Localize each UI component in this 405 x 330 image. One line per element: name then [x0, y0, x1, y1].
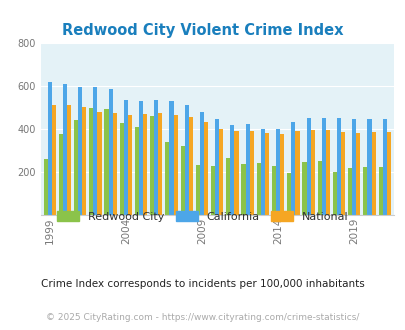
Bar: [184, 105, 188, 214]
Bar: [124, 100, 128, 214]
Bar: [47, 82, 52, 214]
Bar: [275, 129, 279, 214]
Bar: [195, 165, 199, 215]
Bar: [317, 161, 321, 214]
Bar: [351, 119, 356, 214]
Bar: [362, 167, 367, 214]
Bar: [93, 87, 97, 214]
Bar: [325, 130, 329, 214]
Bar: [290, 122, 295, 214]
Bar: [139, 101, 143, 214]
Bar: [382, 119, 386, 214]
Bar: [78, 87, 82, 214]
Bar: [271, 166, 275, 214]
Bar: [211, 166, 215, 214]
Bar: [97, 112, 101, 214]
Bar: [188, 117, 192, 214]
Bar: [279, 134, 284, 214]
Text: Redwood City Violent Crime Index: Redwood City Violent Crime Index: [62, 23, 343, 38]
Bar: [59, 134, 63, 214]
Bar: [113, 113, 117, 214]
Bar: [158, 113, 162, 214]
Text: Crime Index corresponds to incidents per 100,000 inhabitants: Crime Index corresponds to incidents per…: [41, 279, 364, 289]
Bar: [169, 101, 173, 214]
Bar: [128, 115, 132, 214]
Bar: [249, 131, 253, 214]
Bar: [371, 132, 375, 214]
Bar: [260, 129, 264, 214]
Bar: [150, 116, 154, 214]
Bar: [386, 132, 390, 214]
Bar: [256, 163, 260, 215]
Bar: [199, 112, 204, 214]
Bar: [219, 129, 223, 214]
Bar: [119, 123, 124, 214]
Bar: [306, 118, 310, 214]
Bar: [134, 127, 139, 214]
Bar: [154, 100, 158, 214]
Bar: [226, 158, 230, 214]
Bar: [143, 114, 147, 214]
Bar: [173, 115, 177, 214]
Bar: [89, 108, 93, 214]
Bar: [264, 133, 269, 214]
Bar: [234, 131, 238, 214]
Bar: [67, 105, 71, 214]
Bar: [321, 118, 325, 214]
Bar: [347, 168, 351, 214]
Bar: [108, 89, 113, 214]
Text: © 2025 CityRating.com - https://www.cityrating.com/crime-statistics/: © 2025 CityRating.com - https://www.city…: [46, 314, 359, 322]
Bar: [295, 131, 299, 214]
Bar: [52, 105, 56, 214]
Bar: [180, 146, 184, 214]
Bar: [104, 109, 108, 214]
Bar: [165, 142, 169, 214]
Bar: [63, 83, 67, 214]
Bar: [310, 130, 314, 214]
Bar: [356, 133, 360, 214]
Bar: [74, 120, 78, 214]
Bar: [367, 119, 371, 214]
Bar: [230, 125, 234, 214]
Legend: Redwood City, California, National: Redwood City, California, National: [54, 208, 351, 225]
Bar: [241, 164, 245, 214]
Bar: [286, 173, 290, 214]
Bar: [245, 124, 249, 214]
Bar: [377, 167, 382, 214]
Bar: [340, 132, 344, 214]
Bar: [43, 159, 47, 214]
Bar: [332, 172, 336, 214]
Bar: [204, 122, 208, 214]
Bar: [215, 119, 219, 214]
Bar: [82, 107, 86, 214]
Bar: [302, 162, 306, 214]
Bar: [336, 118, 340, 214]
